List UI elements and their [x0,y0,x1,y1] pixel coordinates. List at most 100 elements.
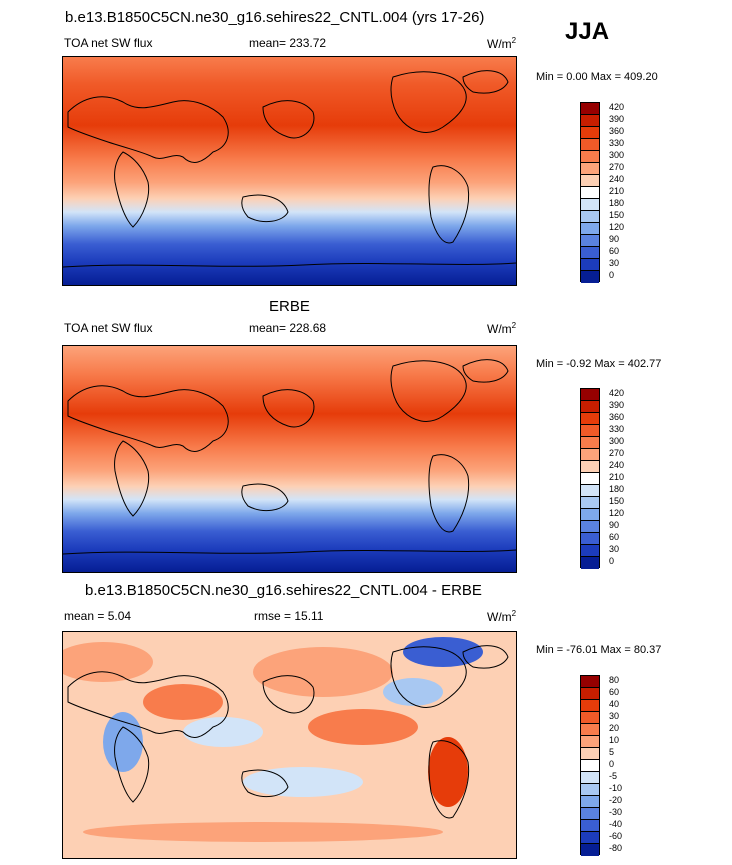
colorbar-swatch [581,127,599,139]
colorbar-swatch [581,401,599,413]
colorbar-tick-label: 30 [609,258,620,268]
colorbar-tick-label: 240 [609,174,625,184]
panel-mean-obs: mean= 228.68 [249,321,327,335]
panel-title-obs: ERBE [269,298,310,315]
map-model [62,56,517,286]
panel-left-label-model: TOA net SW flux [64,36,153,50]
colorbar-tick-label: 180 [609,198,625,208]
colorbar-swatch [581,784,599,796]
colorbar-tick-label: 330 [609,424,625,434]
colorbar-swatch [581,139,599,151]
colorbar-swatch [581,389,599,401]
colorbar-swatch [581,473,599,485]
colorbar-swatch [581,509,599,521]
colorbar-tick-label: -10 [609,783,623,793]
colorbar-swatch [581,485,599,497]
colorbar-tick-label: 180 [609,484,625,494]
colorbar-diff [580,675,600,856]
colorbar-swatch [581,557,599,569]
colorbar-swatch [581,748,599,760]
colorbar-swatch [581,175,599,187]
panel-left-label-obs: TOA net SW flux [64,321,153,335]
colorbar-swatch [581,712,599,724]
colorbar-tick-label: -5 [609,771,618,781]
colorbar-swatch [581,425,599,437]
map-obs-coastlines [63,359,516,555]
colorbar-swatch [581,223,599,235]
panel-minmax-obs: Min = -0.92 Max = 402.77 [536,358,662,370]
colorbar-tick-label: 90 [609,234,620,244]
panel-units-obs: W/m2 [487,321,517,336]
colorbar-tick-label: 30 [609,711,620,721]
colorbar-swatch [581,187,599,199]
colorbar-tick-label: 30 [609,544,620,554]
colorbar-tick-label: 330 [609,138,625,148]
colorbar-model [580,102,600,283]
season-label: JJA [565,18,610,45]
colorbar-swatch [581,808,599,820]
colorbar-tick-label: 300 [609,436,625,446]
colorbar-tick-label: 120 [609,508,625,518]
colorbar-tick-label: 120 [609,222,625,232]
panel-minmax-model: Min = 0.00 Max = 409.20 [536,71,658,83]
colorbar-swatch [581,413,599,425]
colorbar-tick-label: 270 [609,448,625,458]
colorbar-swatch [581,211,599,223]
colorbar-swatch [581,461,599,473]
colorbar-swatch [581,844,599,856]
colorbar-tick-label: 5 [609,747,615,757]
colorbar-swatch [581,199,599,211]
map-obs-field [63,346,516,572]
colorbar-tick-label: 60 [609,687,620,697]
colorbar-swatch [581,235,599,247]
colorbar-swatch [581,259,599,271]
map-diff-blobs [63,637,483,842]
colorbar-tick-label: 0 [609,270,615,280]
colorbar-tick-label: 420 [609,102,625,112]
panel-mean-model: mean= 233.72 [249,36,327,50]
colorbar-tick-label: -30 [609,807,623,817]
colorbar-swatch [581,760,599,772]
colorbar-tick-label: 90 [609,520,620,530]
colorbar-swatch [581,676,599,688]
colorbar-obs [580,388,600,569]
colorbar-swatch [581,772,599,784]
colorbar-swatch [581,247,599,259]
colorbar-swatch [581,724,599,736]
colorbar-swatch [581,545,599,557]
colorbar-tick-label: 300 [609,150,625,160]
colorbar-tick-label: 390 [609,114,625,124]
panel-title-model: b.e13.B1850C5CN.ne30_g16.sehires22_CNTL.… [65,9,485,26]
map-diff-svg [63,632,516,858]
colorbar-tick-label: 0 [609,556,615,566]
panel-units-model: W/m2 [487,36,517,51]
panel-rmse-diff: rmse = 15.11 [254,609,324,623]
colorbar-tick-label: 10 [609,735,620,745]
colorbar-tick-label: 150 [609,496,625,506]
colorbar-tick-label: 360 [609,126,625,136]
colorbar-tick-label: 20 [609,723,620,733]
colorbar-swatch [581,688,599,700]
colorbar-swatch [581,115,599,127]
colorbar-tick-label: 390 [609,400,625,410]
map-model-svg [63,57,516,285]
colorbar-swatch [581,533,599,545]
colorbar-swatch [581,449,599,461]
colorbar-tick-label: 0 [609,759,615,769]
map-diff [62,631,517,859]
colorbar-swatch [581,796,599,808]
colorbar-swatch [581,820,599,832]
map-model-coastlines [63,70,516,268]
map-model-field [63,57,516,285]
panel-units-diff: W/m2 [487,609,517,624]
colorbar-swatch [581,437,599,449]
colorbar-tick-label: 210 [609,472,625,482]
colorbar-tick-label: 420 [609,388,625,398]
colorbar-tick-label: 210 [609,186,625,196]
colorbar-tick-label: 270 [609,162,625,172]
colorbar-swatch [581,521,599,533]
panel-title-diff: b.e13.B1850C5CN.ne30_g16.sehires22_CNTL.… [85,582,482,599]
map-obs [62,345,517,573]
colorbar-swatch [581,497,599,509]
colorbar-tick-label: -20 [609,795,623,805]
